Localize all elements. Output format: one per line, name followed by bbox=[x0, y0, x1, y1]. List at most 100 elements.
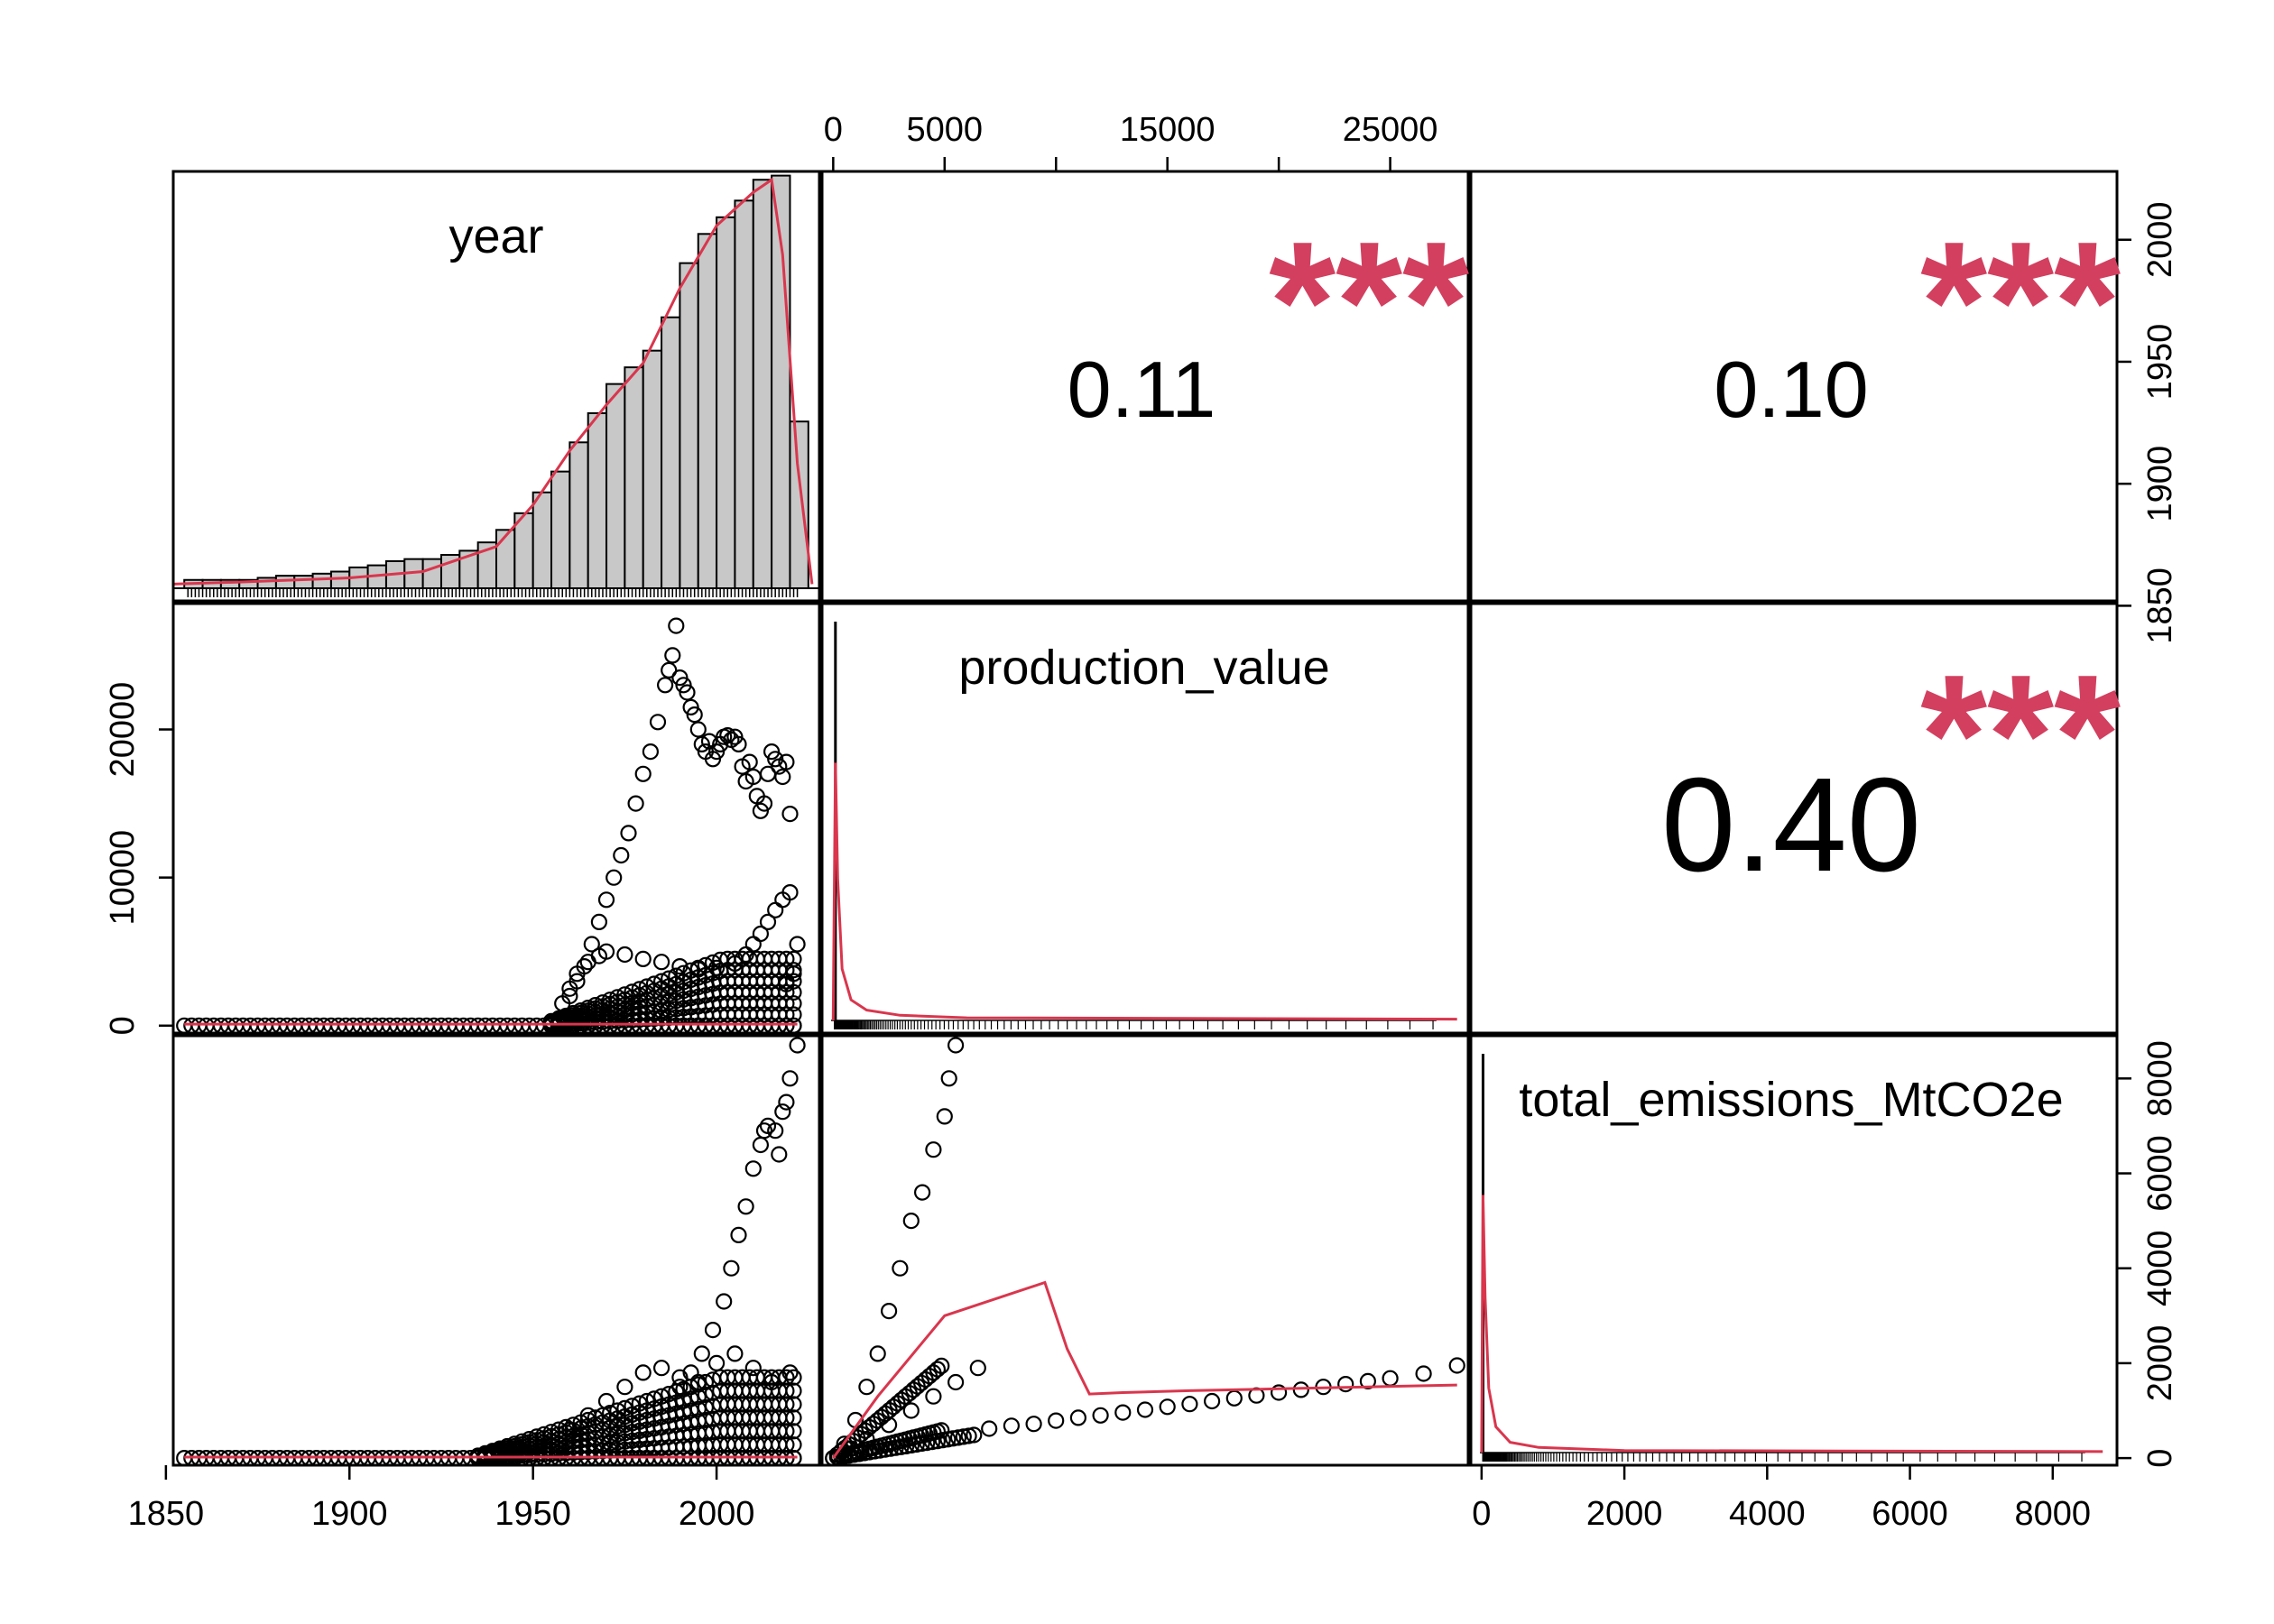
x-tick-label: 2000 bbox=[1586, 1495, 1663, 1533]
hist-bar bbox=[568, 441, 589, 589]
scatter-point bbox=[744, 1360, 762, 1377]
y-tick-label: 0 bbox=[104, 1016, 142, 1035]
scatter-point bbox=[785, 1369, 802, 1386]
x-tick-label-top: 15000 bbox=[1120, 111, 1216, 149]
scatter-point bbox=[1359, 1372, 1377, 1390]
x-tick-label: 1850 bbox=[128, 1495, 205, 1533]
hist-bar bbox=[642, 349, 663, 589]
scatter-point bbox=[774, 768, 791, 786]
scatter-point bbox=[682, 1364, 699, 1381]
scatter-point bbox=[969, 1360, 986, 1377]
hist-bar bbox=[293, 575, 314, 590]
diag-label-total-emissions: total_emissions_MtCO2e bbox=[1519, 1073, 2063, 1127]
scatter-point bbox=[981, 1420, 998, 1437]
density-curve-year bbox=[172, 177, 814, 586]
scatter-point bbox=[759, 913, 777, 931]
panel-frames bbox=[171, 170, 2119, 1467]
hist-bar bbox=[532, 491, 553, 589]
y-tick-label: 20000 bbox=[104, 682, 142, 778]
y-tick-label-right: 8000 bbox=[2141, 1040, 2179, 1117]
scatter-point bbox=[752, 925, 770, 943]
panel-frame bbox=[1469, 1034, 2119, 1467]
y-tick-label-right: 1950 bbox=[2141, 324, 2179, 401]
scatter-point bbox=[671, 1369, 689, 1386]
corr-value-production-emissions: 0.40 bbox=[1661, 751, 1921, 900]
scatter-point bbox=[945, 1430, 962, 1447]
scatter-point bbox=[634, 1364, 652, 1381]
hist-bar bbox=[734, 199, 754, 589]
density-curve bbox=[1480, 1195, 2103, 1453]
scatter-point bbox=[689, 721, 707, 738]
panel-frame bbox=[820, 602, 1470, 1035]
scatter-point bbox=[707, 959, 726, 976]
scatter-point bbox=[627, 795, 644, 812]
hist-bar bbox=[624, 366, 644, 590]
x-tick-label: 0 bbox=[1472, 1495, 1491, 1533]
smoother-lines bbox=[172, 177, 2103, 1459]
corr-value-year-production: 0.11 bbox=[1068, 345, 1216, 434]
hist-bar bbox=[311, 572, 332, 590]
axis-ticks bbox=[159, 157, 2131, 1480]
scatter-point bbox=[752, 1136, 770, 1154]
x-tick-label-top: 25000 bbox=[1343, 111, 1438, 149]
scatter-point bbox=[778, 995, 795, 1012]
scatter-point bbox=[730, 1226, 747, 1244]
scatter-point bbox=[716, 1293, 733, 1310]
y-tick-label-right: 2000 bbox=[2141, 201, 2179, 278]
scatter-point bbox=[689, 961, 707, 978]
scatter-point bbox=[785, 1436, 802, 1453]
scatter-point bbox=[947, 1037, 965, 1054]
scatter-point bbox=[781, 1364, 799, 1381]
scatter-point bbox=[1181, 1396, 1198, 1413]
scatter-point bbox=[925, 1141, 942, 1158]
scatter-point bbox=[1270, 1384, 1288, 1401]
density-curve bbox=[831, 762, 1457, 1021]
panel-frame bbox=[1469, 170, 2119, 603]
scatter-point bbox=[913, 1184, 931, 1201]
scatter-point bbox=[726, 955, 744, 973]
scatter-point bbox=[1382, 1370, 1399, 1387]
scatter-point bbox=[1292, 1381, 1309, 1398]
diag-label-production-value: production_value bbox=[958, 641, 1329, 695]
scatter-point bbox=[697, 1386, 715, 1404]
scatter-point bbox=[652, 954, 670, 971]
scatter-point bbox=[778, 975, 795, 992]
scatter-point bbox=[605, 869, 623, 886]
scatter-point bbox=[781, 1070, 799, 1087]
scatter-point bbox=[704, 1321, 722, 1339]
scatter-point bbox=[744, 936, 762, 953]
scatter-point bbox=[933, 1357, 950, 1375]
scatter-point bbox=[767, 751, 784, 768]
hist-bar bbox=[274, 575, 296, 590]
scatter-point bbox=[1159, 1398, 1176, 1416]
panel-frame bbox=[820, 1034, 1470, 1467]
hist-bar bbox=[495, 529, 516, 590]
scatter-point bbox=[719, 726, 736, 744]
scatter-point bbox=[561, 1421, 578, 1438]
scatter-point bbox=[1203, 1392, 1221, 1410]
scatter-point bbox=[597, 891, 615, 909]
scatter-point bbox=[771, 1146, 788, 1163]
y-tick-label-right: 1900 bbox=[2141, 446, 2179, 522]
scatter-point bbox=[597, 943, 615, 960]
y-tick-label-right: 2000 bbox=[2141, 1325, 2179, 1402]
hist-bar bbox=[789, 420, 809, 590]
scatter-point bbox=[652, 1360, 670, 1377]
scatter-point bbox=[1092, 1407, 1109, 1424]
scatter-point bbox=[1025, 1416, 1042, 1433]
scatter-point bbox=[767, 901, 784, 918]
scatter-point bbox=[785, 995, 802, 1012]
scatter-point bbox=[778, 1436, 795, 1453]
hist-bar bbox=[587, 411, 608, 589]
scatter-point bbox=[679, 684, 696, 701]
scatter-point bbox=[579, 1407, 596, 1424]
x-tick-label-top: 5000 bbox=[907, 111, 984, 149]
corr-stars-production-emissions: *** bbox=[1920, 640, 2121, 831]
scatter-point bbox=[642, 743, 660, 761]
scatter-point bbox=[858, 1379, 875, 1396]
scatter-point bbox=[902, 1212, 920, 1230]
scatter-point bbox=[671, 957, 689, 975]
hist-bar bbox=[752, 179, 773, 590]
hist-bar bbox=[550, 470, 571, 590]
